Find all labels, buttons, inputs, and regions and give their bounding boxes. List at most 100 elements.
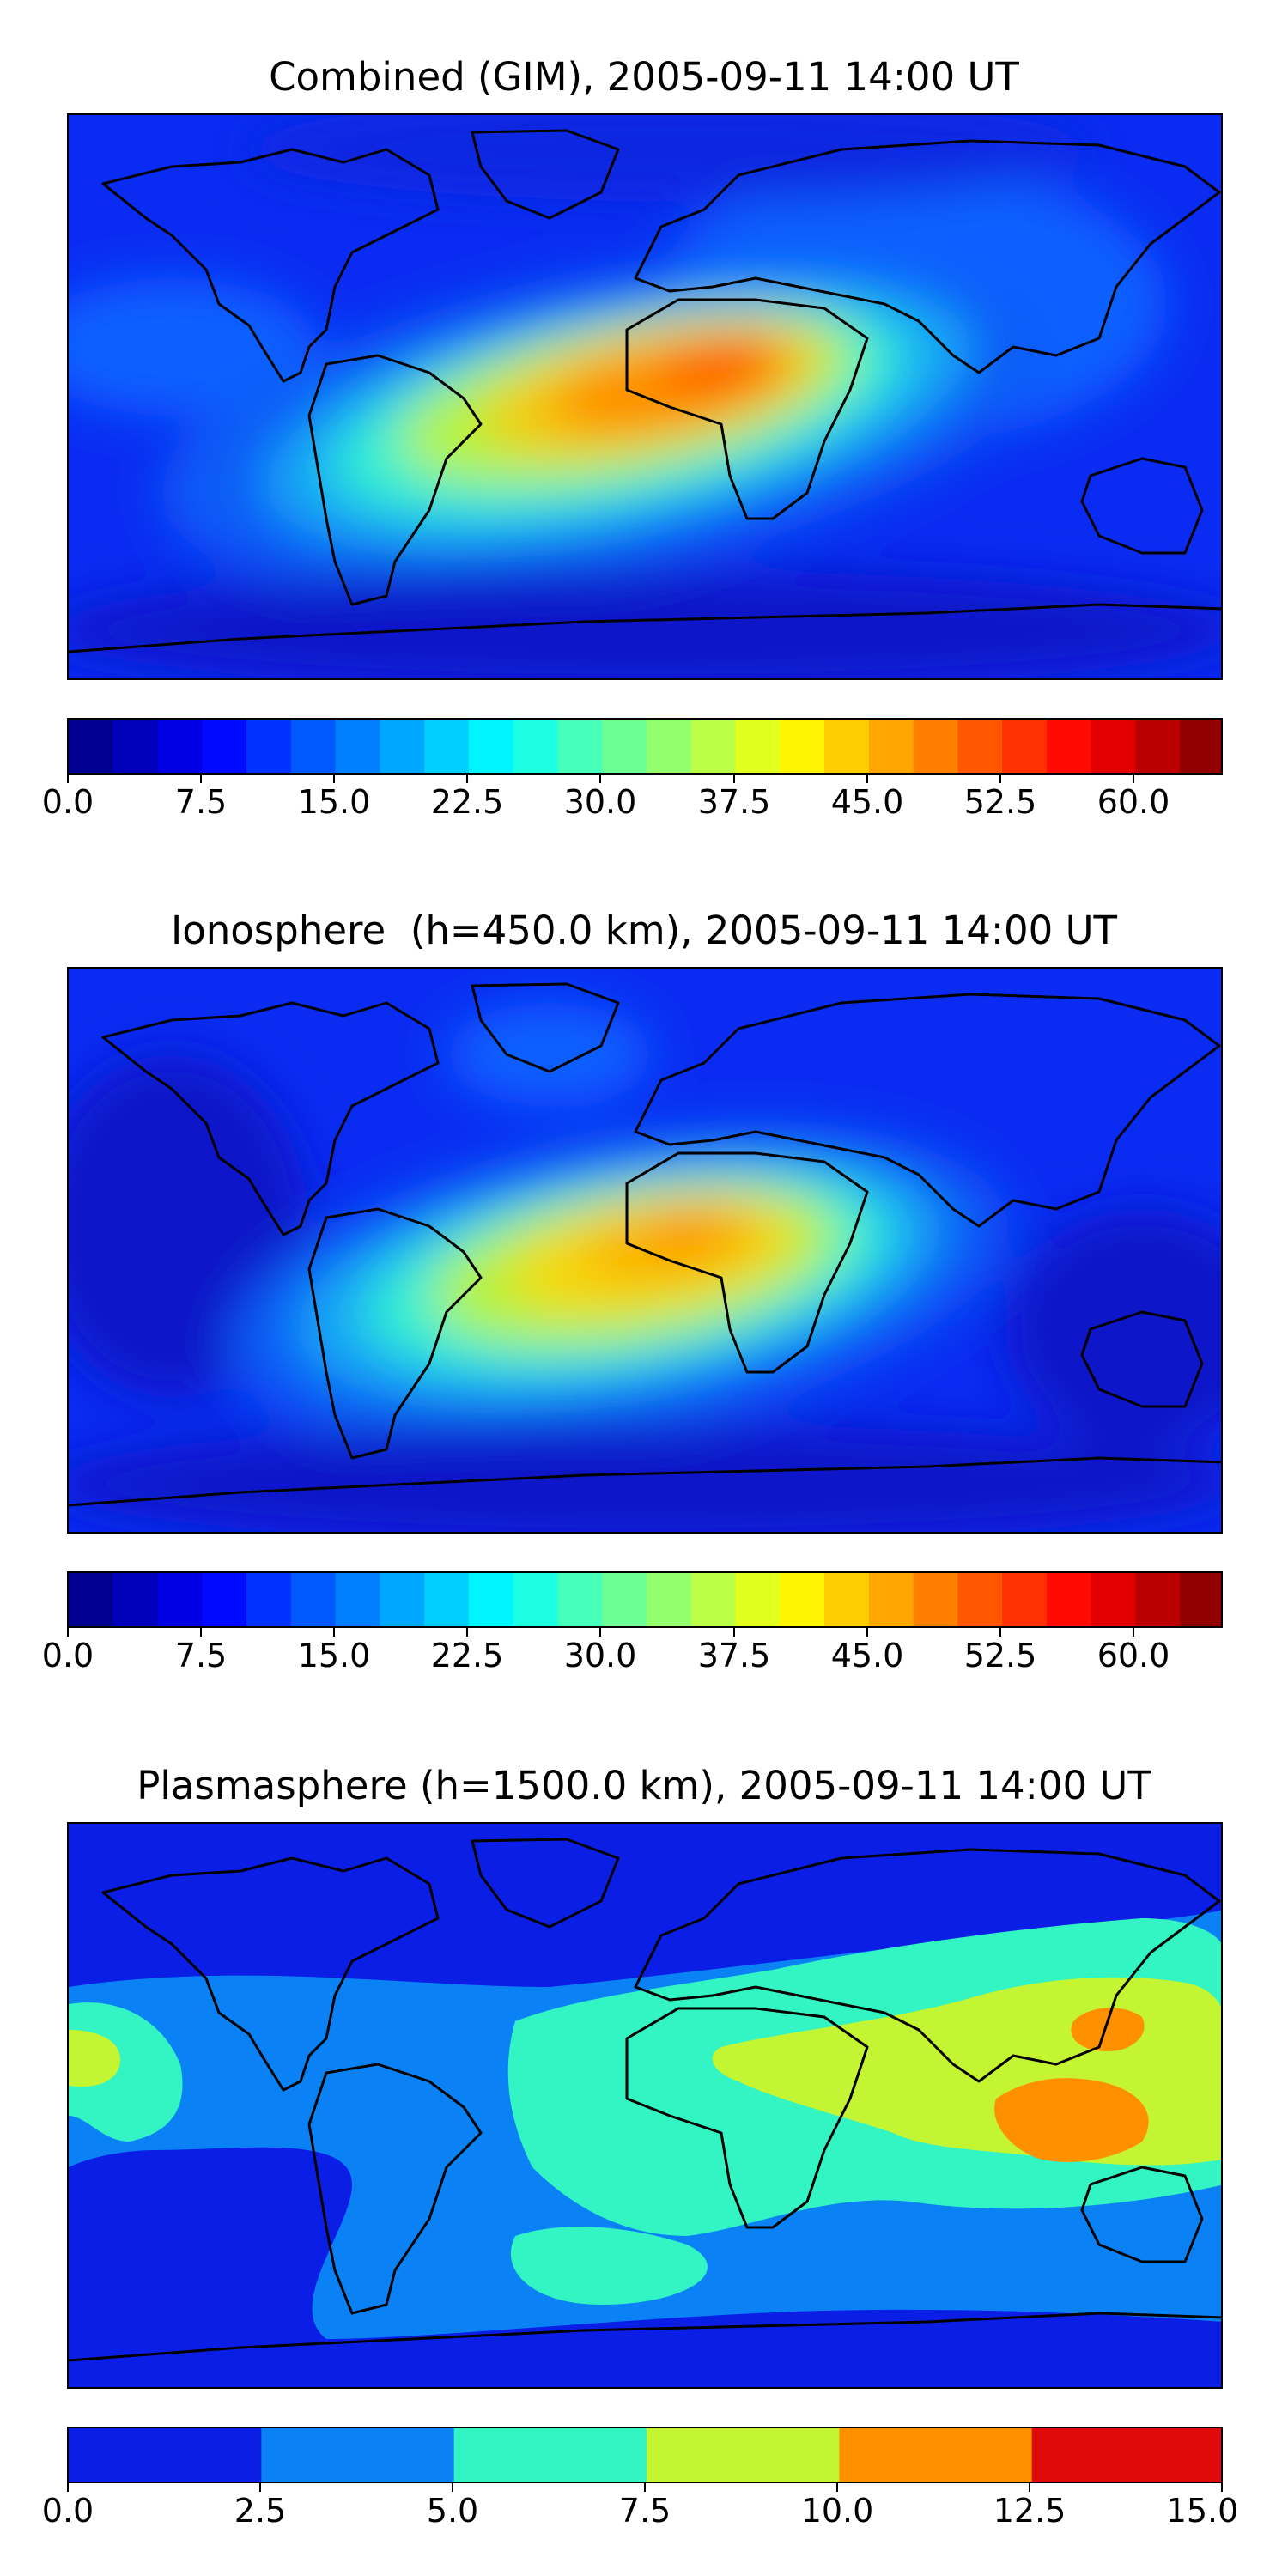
colorbar-tick — [866, 1626, 868, 1637]
coastline-australia — [1080, 457, 1204, 555]
colorbar-tick-label: 7.5 — [174, 783, 228, 821]
coastlines — [69, 982, 1221, 1507]
tec-field — [69, 1003, 1221, 1532]
colorbar-segment — [780, 720, 825, 773]
colorbar-tick-label: 10.0 — [800, 2492, 874, 2530]
coastline-africa — [625, 298, 869, 520]
colorbar-tick-label: 15.0 — [297, 783, 371, 821]
panel-title-ionosphere: Ionosphere (h=450.0 km), 2005-09-11 14:0… — [170, 908, 1118, 953]
colorbar-segment — [957, 720, 1003, 773]
colorbar-segment — [1091, 1573, 1137, 1626]
colorbar-tick — [733, 1626, 735, 1637]
colorbar-plasmasphere — [67, 2427, 1223, 2483]
colorbar-tick-label: 22.5 — [430, 1637, 504, 1674]
colorbar-tick — [644, 2482, 646, 2492]
colorbar-tick-label: 0.0 — [41, 1637, 94, 1674]
colorbar-tick-label: 7.5 — [618, 2492, 671, 2530]
colorbar-tick — [466, 1626, 468, 1637]
colorbar-segment — [202, 720, 247, 773]
colorbar-segment — [335, 720, 380, 773]
coastline-south-america — [307, 354, 483, 606]
colorbar-segment — [690, 720, 737, 773]
colorbar-tick — [599, 1626, 601, 1637]
colorbar-segment — [824, 1573, 870, 1626]
colorbar-segment — [1002, 720, 1048, 773]
colorbar-tick — [200, 773, 202, 783]
colorbar-tick-label: 45.0 — [830, 783, 904, 821]
colorbar-tick — [333, 1626, 335, 1637]
colorbar-segment — [1135, 1573, 1181, 1626]
coastline-south-america — [307, 2063, 483, 2315]
colorbar-tick-label: 15.0 — [297, 1637, 371, 1674]
colorbar-segment — [290, 720, 337, 773]
colorbar-segment — [868, 720, 914, 773]
coastline-africa — [625, 1151, 869, 1374]
colorbar-segment — [868, 1573, 914, 1626]
colorbar-segment — [468, 1573, 514, 1626]
colorbar-segment — [647, 1573, 692, 1626]
colorbar-segment — [557, 1573, 603, 1626]
colorbar-tick — [999, 773, 1001, 783]
coastline-greenland — [471, 1838, 620, 1929]
colorbar-segment — [557, 720, 603, 773]
colorbar-tick — [866, 773, 868, 783]
colorbar-tick — [67, 2482, 69, 2492]
colorbar-tick-label: 60.0 — [1097, 1637, 1170, 1674]
colorbar-tick-label: 0.0 — [41, 2492, 94, 2530]
coastline-north-america — [101, 1001, 440, 1236]
coastline-africa — [625, 2007, 869, 2229]
colorbar-segment — [380, 1573, 425, 1626]
colorbar-tick — [67, 773, 69, 783]
colorbar-tick-label: 52.5 — [963, 1637, 1037, 1674]
colorbar-segment — [647, 720, 692, 773]
colorbar-segment — [69, 1573, 114, 1626]
coastline-eurasia — [634, 993, 1221, 1228]
colorbar-tick — [599, 773, 601, 783]
coastline-north-america — [101, 148, 440, 383]
colorbar-tick — [1133, 1626, 1134, 1637]
colorbar-tick-label: 2.5 — [234, 2492, 287, 2530]
colorbar-segment — [1046, 1573, 1092, 1626]
colorbar-tick-label: 0.0 — [41, 783, 94, 821]
colorbar-segment — [1091, 720, 1137, 773]
colorbar-segment — [69, 720, 114, 773]
coastline-antarctica — [69, 2312, 1221, 2362]
colorbar-tick — [333, 773, 335, 783]
coastlines — [69, 1838, 1221, 2362]
map-combined — [67, 113, 1223, 680]
colorbar-ionosphere — [67, 1571, 1223, 1628]
contour-7-5-10-west — [69, 2030, 120, 2087]
colorbar-tick — [1029, 2482, 1030, 2492]
colorbar-tick — [1221, 2482, 1223, 2492]
colorbar-segment — [839, 2428, 1033, 2482]
colorbar-segment — [780, 1573, 825, 1626]
panel-title-combined: Combined (GIM), 2005-09-11 14:00 UT — [269, 54, 1019, 100]
colorbar-tick-label: 52.5 — [963, 783, 1037, 821]
coastline-antarctica — [69, 1456, 1221, 1507]
colorbar-tick-label: 5.0 — [426, 2492, 479, 2530]
colorbar-segment — [1031, 2428, 1221, 2482]
tec-field — [69, 115, 1221, 678]
panel-title-plasmasphere: Plasmasphere (h=1500.0 km), 2005-09-11 1… — [137, 1763, 1151, 1808]
map-ionosphere — [67, 967, 1223, 1534]
colorbar-segment — [453, 2428, 647, 2482]
colorbar-segment — [424, 1573, 470, 1626]
colorbar-tick — [200, 1626, 202, 1637]
colorbar-segment — [513, 1573, 559, 1626]
colorbar-tick-label: 60.0 — [1097, 783, 1170, 821]
colorbar-segment — [957, 1573, 1003, 1626]
colorbar-segment — [157, 1573, 203, 1626]
colorbar-tick — [999, 1626, 1001, 1637]
colorbar-tick — [836, 2482, 838, 2492]
contour-5-7-5-south — [510, 2227, 708, 2305]
colorbar-segment — [647, 2428, 840, 2482]
colorbar-segment — [335, 1573, 380, 1626]
colorbar-segment — [690, 1573, 737, 1626]
coastline-antarctica — [69, 603, 1221, 653]
colorbar-segment — [1180, 720, 1221, 773]
colorbar-tick — [67, 1626, 69, 1637]
colorbar-segment — [1002, 1573, 1048, 1626]
map-plasmasphere — [67, 1822, 1223, 2389]
coastline-greenland — [471, 982, 620, 1073]
coastlines — [69, 129, 1221, 653]
